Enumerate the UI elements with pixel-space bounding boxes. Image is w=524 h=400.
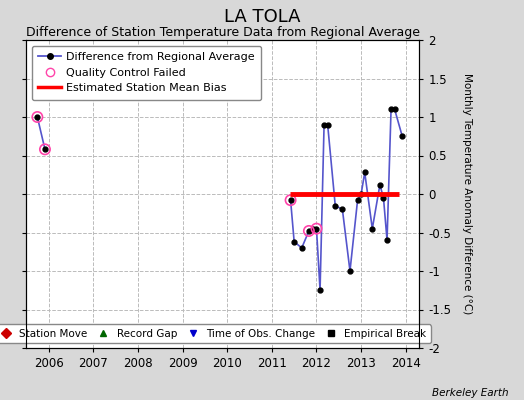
Legend: Station Move, Record Gap, Time of Obs. Change, Empirical Break: Station Move, Record Gap, Time of Obs. C… <box>0 324 431 343</box>
Point <box>304 228 313 234</box>
Y-axis label: Monthly Temperature Anomaly Difference (°C): Monthly Temperature Anomaly Difference (… <box>462 73 472 315</box>
Point <box>312 226 321 232</box>
Text: LA TOLA: LA TOLA <box>224 8 300 26</box>
Point <box>33 114 41 120</box>
Title: Difference of Station Temperature Data from Regional Average: Difference of Station Temperature Data f… <box>26 26 420 39</box>
Point <box>287 197 295 203</box>
Text: Berkeley Earth: Berkeley Earth <box>432 388 508 398</box>
Point <box>41 146 49 152</box>
